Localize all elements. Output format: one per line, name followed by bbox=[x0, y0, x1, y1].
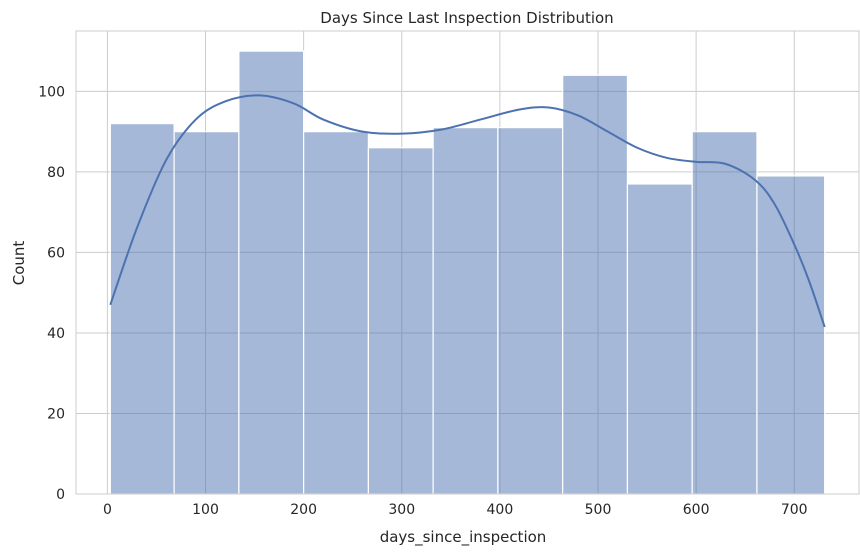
y-axis-ticks: 0 20 40 60 80 100 bbox=[38, 84, 65, 503]
x-tick-label: 0 bbox=[103, 502, 112, 518]
x-tick-label: 200 bbox=[290, 502, 317, 518]
histogram-bar bbox=[109, 122, 175, 495]
y-tick-label: 40 bbox=[47, 326, 65, 342]
kde-curve bbox=[109, 94, 826, 328]
histogram-bar bbox=[173, 131, 240, 495]
chart-title: Days Since Last Inspection Distribution bbox=[320, 9, 613, 27]
y-axis-label: Count bbox=[10, 241, 28, 286]
histogram-bar bbox=[756, 175, 826, 495]
x-axis-ticks: 0 100 200 300 400 500 600 700 bbox=[103, 502, 808, 518]
x-axis-label: days_since_inspection bbox=[380, 528, 547, 547]
histogram-bar bbox=[238, 50, 305, 495]
x-tick-label: 400 bbox=[487, 502, 514, 518]
y-tick-label: 100 bbox=[38, 84, 65, 100]
x-tick-label: 600 bbox=[683, 502, 710, 518]
histogram-bars bbox=[109, 50, 826, 495]
y-tick-label: 0 bbox=[56, 487, 65, 503]
histogram-bar bbox=[303, 131, 369, 495]
x-tick-label: 700 bbox=[781, 502, 808, 518]
histogram-bar bbox=[626, 183, 693, 495]
y-tick-label: 80 bbox=[47, 165, 65, 181]
plot-frame bbox=[75, 30, 860, 495]
histogram-bar bbox=[367, 147, 434, 495]
x-tick-label: 100 bbox=[192, 502, 219, 518]
histogram-bar bbox=[497, 127, 564, 495]
histogram-bar bbox=[691, 131, 758, 495]
y-tick-label: 20 bbox=[47, 406, 65, 422]
x-tick-label: 500 bbox=[585, 502, 612, 518]
histogram-bar bbox=[432, 127, 499, 495]
x-tick-label: 300 bbox=[388, 502, 415, 518]
y-tick-label: 60 bbox=[47, 245, 65, 261]
